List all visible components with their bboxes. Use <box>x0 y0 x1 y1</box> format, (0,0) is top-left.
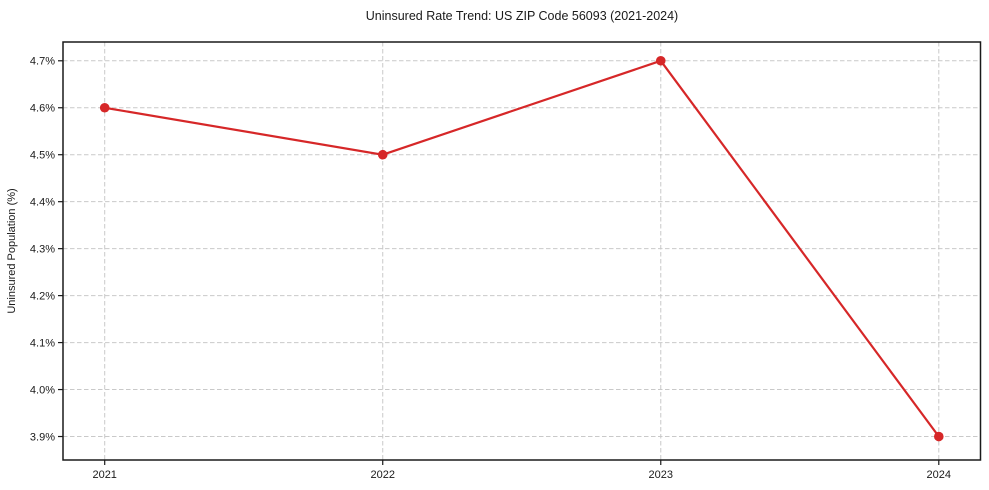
trend-line <box>103 59 940 438</box>
x-tick-label: 2023 <box>649 469 673 481</box>
x-tick-label: 2021 <box>92 469 116 481</box>
axis-ticks: 3.9% 4.0% 4.1% 4.2% 4.3% 4.4% 4.5% 4.6% 4.7% 2021… <box>30 56 951 481</box>
y-tick-label: 4.3% <box>30 243 55 255</box>
x-tick-label: 2022 <box>370 469 394 481</box>
y-tick-label: 3.9% <box>30 431 55 443</box>
data-point-marker <box>933 431 944 442</box>
plot-border <box>62 41 982 461</box>
y-tick-label: 4.1% <box>30 337 55 349</box>
y-axis-label: Uninsured Population (%) <box>6 188 18 313</box>
data-point-marker <box>99 102 110 113</box>
y-tick-label: 4.0% <box>30 384 55 396</box>
y-tick-label: 4.7% <box>30 56 55 68</box>
y-tick-label: 4.5% <box>30 150 55 162</box>
x-tick-label: 2024 <box>927 469 951 481</box>
gridlines <box>63 42 981 460</box>
y-tick-label: 4.6% <box>30 103 55 115</box>
y-tick-label: 4.4% <box>30 196 55 208</box>
y-tick-label: 4.2% <box>30 290 55 302</box>
data-point-marker <box>377 149 388 160</box>
axes-frame <box>62 41 982 461</box>
chart-title: Uninsured Rate Trend: US ZIP Code 56093 … <box>366 9 678 23</box>
data-point-marker <box>655 55 666 66</box>
data-series <box>99 55 944 442</box>
